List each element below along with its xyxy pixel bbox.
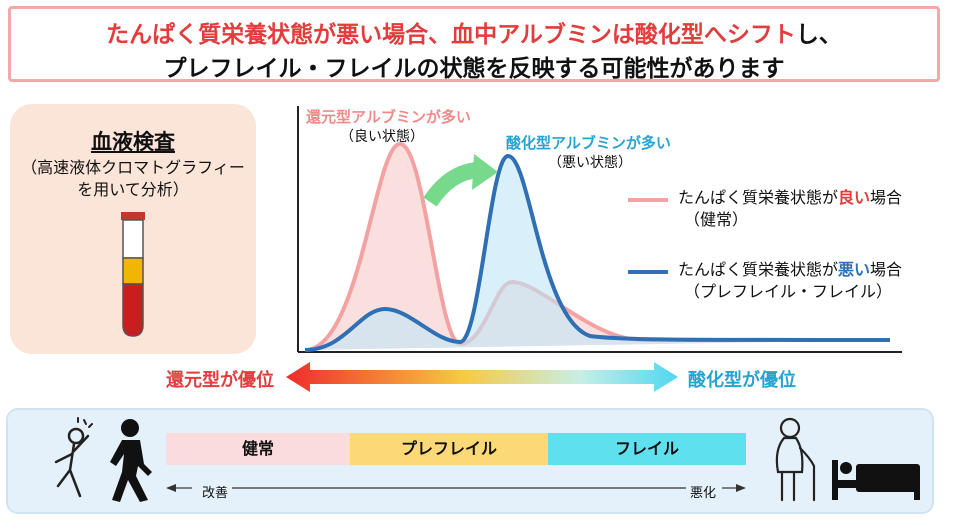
title-line-1: たんぱく質栄養状態が悪い場合、血中アルブミンは酸化型へシフトし、	[11, 15, 937, 49]
reduced-peak-sub: （良い状態）	[340, 129, 424, 145]
active-people-icons	[54, 417, 152, 502]
green-curved-arrow-icon	[423, 154, 498, 207]
gradient-double-arrow	[286, 362, 678, 392]
blood-test-method-1: （高速液体クロマトグラフィー	[21, 158, 245, 177]
oxidized-dominant-label: 酸化型が優位	[688, 370, 796, 391]
legend-bad-label: たんぱく質栄養状態が悪い場合	[678, 260, 903, 279]
oxidized-peak-sub: （悪い状態）	[548, 155, 632, 171]
jumping-person-icon	[54, 417, 93, 498]
stage-healthy: 健常	[166, 433, 350, 465]
walking-person-icon	[110, 419, 152, 502]
blood-test-title: 血液検査	[91, 130, 175, 154]
blood-test-method-2: を用いて分析）	[77, 180, 189, 199]
bed-person-icon	[832, 460, 920, 500]
title-line-2: プレフレイル・フレイルの状態を反映する可能性があります	[163, 56, 785, 82]
worsen-label: 悪化	[686, 482, 721, 501]
title-tail: し、	[795, 22, 842, 48]
elderly-cane-icon	[775, 417, 816, 502]
blood-test-panel: 血液検査 （高速液体クロマトグラフィー を用いて分析）	[10, 104, 256, 354]
title-banner: たんぱく質栄養状態が悪い場合、血中アルブミンは酸化型へシフトし、 プレフレイル・…	[8, 6, 940, 82]
legend-good-sub: （健常）	[684, 210, 749, 229]
oxidized-peak-label: 酸化型アルブミンが多い	[506, 134, 671, 152]
improve-label: 改善	[198, 482, 233, 501]
legend-bad-sub: （プレフレイル・フレイル）	[684, 282, 893, 301]
frail-people-icons	[775, 417, 920, 502]
legend-good-line	[628, 198, 668, 202]
legend-bad-line	[628, 270, 668, 274]
reduced-dominant-label: 還元型が優位	[166, 370, 274, 391]
bad-state-curve	[304, 153, 891, 352]
legend-good-label: たんぱく質栄養状態が良い場合	[678, 188, 903, 207]
reduced-peak-label: 還元型アルブミンが多い	[306, 108, 471, 126]
chromatogram	[297, 106, 902, 353]
improve-worsen-axis	[166, 484, 746, 492]
stage-prefrail: プレフレイル	[350, 433, 548, 465]
blood-tube-icon	[121, 212, 145, 337]
title-highlight: たんぱく質栄養状態が悪い場合、血中アルブミンは酸化型へシフト	[106, 22, 796, 48]
stage-frail: フレイル	[548, 433, 746, 465]
